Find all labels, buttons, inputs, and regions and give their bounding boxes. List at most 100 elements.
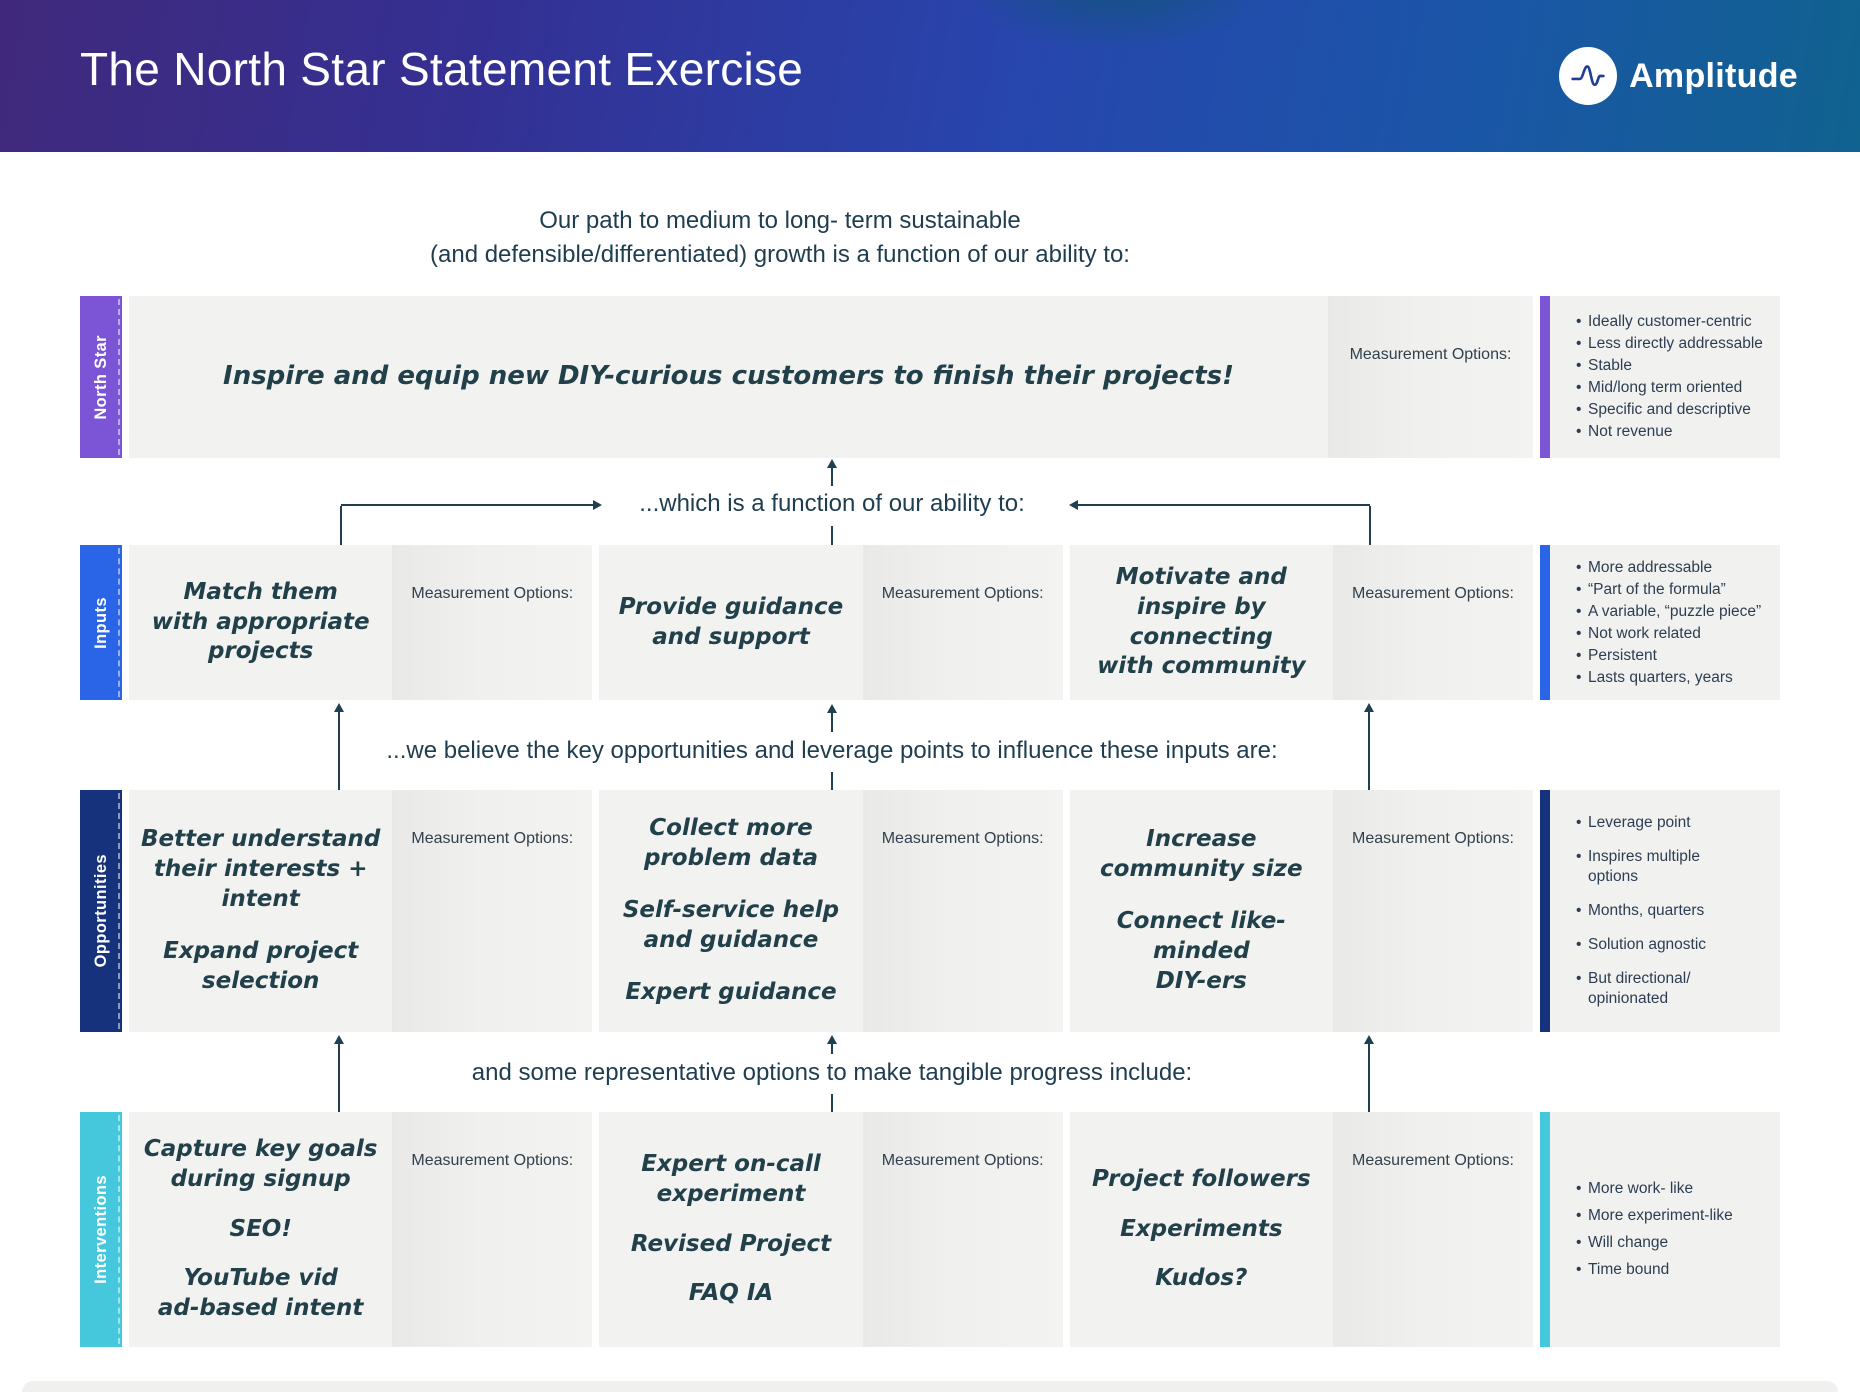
bullet-item: More work- like: [1576, 1179, 1774, 1199]
input-card[interactable]: Motivate and inspire by connecting with …: [1069, 545, 1533, 700]
panel-accent-bar: [1540, 790, 1550, 1032]
inputs-criteria-panel: More addressable “Part of the formula” A…: [1550, 545, 1780, 700]
arrow-right-icon: [593, 500, 602, 510]
statement-text: Self-service help and guidance: [622, 897, 840, 953]
row-opportunities: Opportunities Better understand their in…: [80, 790, 1780, 1032]
connector-text: and some representative options to make …: [471, 1059, 1193, 1086]
statement-text: YouTube vid ad-based intent: [157, 1265, 364, 1322]
statement-text: Expert on-call experiment: [641, 1150, 821, 1207]
bullet-item: Stable: [1576, 356, 1774, 376]
measurement-options-label: Measurement Options:: [1332, 1112, 1533, 1347]
bullet-item: Lasts quarters, years: [1576, 668, 1774, 688]
bullet-item: Persistent: [1576, 646, 1774, 666]
row-interventions: Interventions Capture key goals during s…: [80, 1112, 1780, 1347]
panel-accent-bar: [1540, 1112, 1550, 1347]
statement-text: Revised Project: [630, 1230, 832, 1257]
row-label-inputs: Inputs: [80, 545, 122, 700]
connector-line: [831, 526, 833, 545]
statement-text: Expand project selection: [163, 937, 359, 994]
amplitude-logo: Amplitude: [1559, 0, 1798, 152]
bottom-page-edge: [22, 1381, 1838, 1392]
bullet-item: But directional/ opinionated: [1576, 969, 1774, 1009]
measurement-options-label: Measurement Options:: [862, 1112, 1063, 1347]
opportunity-card[interactable]: Increase community size Connect like-min…: [1069, 790, 1533, 1032]
bullet-item: Solution agnostic: [1576, 935, 1774, 955]
connector-line: [338, 711, 340, 790]
header: The North Star Statement Exercise Amplit…: [0, 0, 1860, 152]
measurement-options-label: Measurement Options:: [1332, 545, 1533, 700]
bullet-item: Inspires multiple options: [1576, 847, 1774, 887]
row-label-north-star: North Star: [80, 296, 122, 458]
arrow-up-icon: [1364, 703, 1374, 712]
statement-text: FAQ IA: [688, 1280, 774, 1307]
measurement-options-label: Measurement Options:: [1332, 790, 1533, 1032]
bullet-item: Leverage point: [1576, 813, 1774, 833]
connector-line: [1368, 1043, 1370, 1112]
statement-text: Provide guidance and support: [618, 593, 844, 650]
bullet-item: More experiment-like: [1576, 1206, 1774, 1226]
statement-text: Inspire and equip new DIY-curious custom…: [223, 361, 1234, 392]
opportunities-criteria-panel: Leverage point Inspires multiple options…: [1550, 790, 1780, 1032]
bullet-item: Specific and descriptive: [1576, 400, 1774, 420]
interventions-criteria-panel: More work- like More experiment-like Wil…: [1550, 1112, 1780, 1347]
bullet-item: A variable, “puzzle piece”: [1576, 602, 1774, 622]
connector-line: [1369, 506, 1371, 545]
arrow-up-icon: [334, 1035, 344, 1044]
arrow-up-icon: [827, 459, 837, 468]
intervention-card[interactable]: Expert on-call experiment Revised Projec…: [599, 1112, 1063, 1347]
row-label-interventions: Interventions: [80, 1112, 122, 1347]
bullet-item: “Part of the formula”: [1576, 580, 1774, 600]
arrow-up-icon: [1364, 1035, 1374, 1044]
arrow-up-icon: [827, 1035, 837, 1044]
statement-text: Experiments: [1120, 1215, 1283, 1242]
connector-line: [831, 712, 833, 732]
intro-line: Our path to medium to long- term sustain…: [539, 207, 1021, 234]
connector-text: ...we believe the key opportunities and …: [386, 737, 1278, 764]
measurement-options-label: Measurement Options:: [1328, 296, 1533, 458]
bullet-item: Not work related: [1576, 624, 1774, 644]
arrow-up-icon: [827, 704, 837, 713]
statement-text: Expert guidance: [625, 978, 837, 1005]
intro-line: (and defensible/differentiated) growth i…: [430, 241, 1130, 268]
connector-line: [338, 1043, 340, 1112]
opportunity-card[interactable]: Better understand their interests + inte…: [129, 790, 593, 1032]
connector-line: [1368, 711, 1370, 790]
north-star-criteria-panel: Ideally customer-centric Less directly a…: [1550, 296, 1780, 458]
connector-line: [831, 1094, 833, 1112]
measurement-options-label: Measurement Options:: [392, 545, 593, 700]
bullet-item: Will change: [1576, 1233, 1774, 1253]
statement-text: Kudos?: [1155, 1265, 1248, 1292]
input-card[interactable]: Match them with appropriate projects Mea…: [129, 545, 593, 700]
bullet-item: Months, quarters: [1576, 901, 1774, 921]
statement-text: Collect more problem data: [643, 815, 818, 872]
panel-accent-bar: [1540, 296, 1550, 458]
row-label-opportunities: Opportunities: [80, 790, 122, 1032]
measurement-options-label: Measurement Options:: [862, 790, 1063, 1032]
intervention-card[interactable]: Project followers Experiments Kudos? Mea…: [1069, 1112, 1533, 1347]
measurement-options-label: Measurement Options:: [392, 790, 593, 1032]
brand-name: Amplitude: [1629, 56, 1798, 95]
row-inputs: Inputs Match them with appropriate proje…: [80, 545, 1780, 700]
arrow-up-icon: [334, 703, 344, 712]
connector-line: [340, 506, 342, 545]
bullet-item: Less directly addressable: [1576, 334, 1774, 354]
bullet-item: Time bound: [1576, 1260, 1774, 1280]
arrow-left-icon: [1069, 500, 1078, 510]
connector-text: ...which is a function of our ability to…: [639, 490, 1025, 517]
intervention-card[interactable]: Capture key goals during signup SEO! You…: [129, 1112, 593, 1347]
statement-text: Connect like-minded DIY-ers: [1116, 908, 1286, 994]
intro-text: Our path to medium to long- term sustain…: [0, 204, 1560, 272]
page-title: The North Star Statement Exercise: [80, 43, 804, 95]
bullet-item: Not revenue: [1576, 422, 1774, 442]
opportunity-card[interactable]: Collect more problem data Self-service h…: [599, 790, 1063, 1032]
bullet-item: Mid/long term oriented: [1576, 378, 1774, 398]
bullet-item: More addressable: [1576, 558, 1774, 578]
connector-line: [831, 468, 833, 486]
input-card[interactable]: Provide guidance and support Measurement…: [599, 545, 1063, 700]
statement-text: Project followers: [1091, 1165, 1311, 1192]
measurement-options-label: Measurement Options:: [392, 1112, 593, 1347]
row-north-star: North Star Inspire and equip new DIY-cur…: [80, 296, 1780, 458]
panel-accent-bar: [1540, 545, 1550, 700]
north-star-card[interactable]: Inspire and equip new DIY-curious custom…: [129, 296, 1533, 458]
